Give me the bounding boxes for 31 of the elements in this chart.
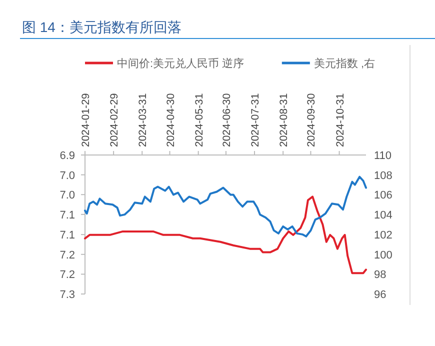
chart-title: 图 14：美元指数有所回落 [22,19,182,35]
x-tick-label: 2024-02-29 [108,93,121,147]
x-tick-label: 2024-01-29 [80,93,92,147]
y2-tick-label: 98 [374,269,386,282]
y-tick-label: 7.0 [60,170,75,182]
y2-tick-label: 106 [374,190,392,202]
y-tick-label: 7.2 [60,269,75,282]
y2-tick-label: 108 [374,170,392,182]
x-tick-label: 2024-03-31 [137,93,150,147]
y-tick-label: 7.3 [60,289,75,301]
y-tick-label: 7.1 [60,230,75,242]
y2-tick-label: 104 [374,210,392,222]
legend-label: 中间价:美元兑人民币 逆序 [117,57,244,70]
x-tick-label: 2024-04-30 [164,93,177,147]
x-tick-label: 2024-06-30 [220,93,233,147]
line-series [84,196,367,274]
y-tick-label: 7.0 [60,190,75,202]
x-tick-label: 2024-07-31 [250,93,262,147]
y-tick-label: 6.9 [60,150,75,162]
y-tick-label: 7.1 [60,209,75,222]
y2-tick-label: 100 [374,249,392,262]
line-series [84,176,367,238]
x-tick-label: 2024-05-31 [193,93,206,147]
y2-tick-label: 96 [374,289,386,301]
y-tick-label: 7.2 [60,249,75,262]
y2-tick-label: 102 [374,229,392,242]
legend-label: 美元指数 ,右 [314,57,376,70]
x-tick-label: 2024-09-30 [306,93,318,147]
x-tick-label: 2024-10-31 [334,93,346,147]
y2-tick-label: 110 [374,150,392,162]
x-tick-label: 2024-08-31 [278,93,290,147]
